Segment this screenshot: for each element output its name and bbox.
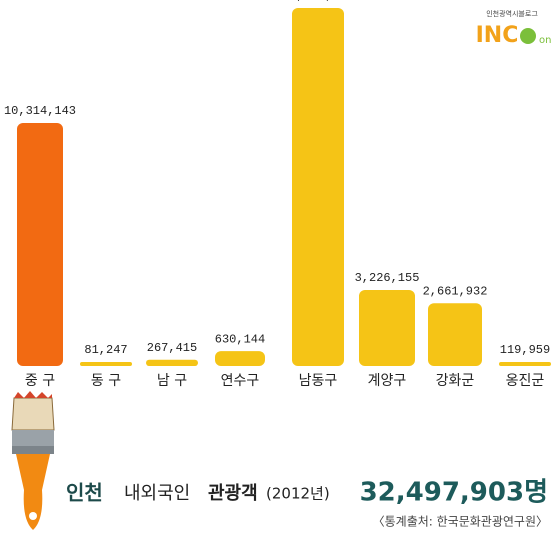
bar <box>499 362 551 366</box>
x-tick-label: 계양구 <box>368 373 407 389</box>
logo-badge <box>520 28 536 44</box>
value-label: 10,314,143 <box>4 104 76 118</box>
value-label: 119,959 <box>500 343 550 357</box>
x-tick-label: 연수구 <box>221 373 260 389</box>
x-tick-label: 중 구 <box>25 373 55 389</box>
logo-suffix: on <box>539 35 551 46</box>
value-label: 3,226,155 <box>355 271 420 285</box>
bar <box>359 289 415 366</box>
logo-caption: 인천광역시블로그 <box>486 9 538 18</box>
x-tick-label: 남동구 <box>299 373 338 389</box>
title-subject: 관광객 <box>208 483 258 504</box>
source: 〈통계출처: 한국문화관광연구원〉 <box>373 515 548 529</box>
value-label: 630,144 <box>215 332 265 346</box>
x-tick-label: 강화군 <box>436 373 475 389</box>
logo-name: INC <box>476 23 519 48</box>
bar <box>17 122 63 367</box>
value-label: 267,415 <box>147 341 197 355</box>
total: 32,497,903명 <box>360 478 548 508</box>
title-prefix: 내외국인 <box>124 483 190 504</box>
value-label: 2,661,932 <box>423 284 488 298</box>
title-place: 인천 <box>66 481 103 505</box>
bar <box>146 359 198 366</box>
value-label: 15,194,935 <box>282 0 354 3</box>
value-label: 81,247 <box>84 343 127 357</box>
x-tick-label: 남 구 <box>157 373 187 389</box>
x-tick-label: 동 구 <box>91 373 121 389</box>
bar <box>292 8 344 366</box>
bar <box>215 351 265 366</box>
paintbrush-icon <box>11 391 55 530</box>
bar <box>428 303 482 366</box>
x-tick-label: 옹진군 <box>506 373 545 389</box>
bar <box>80 362 132 366</box>
title-year: (2012년) <box>266 485 330 503</box>
